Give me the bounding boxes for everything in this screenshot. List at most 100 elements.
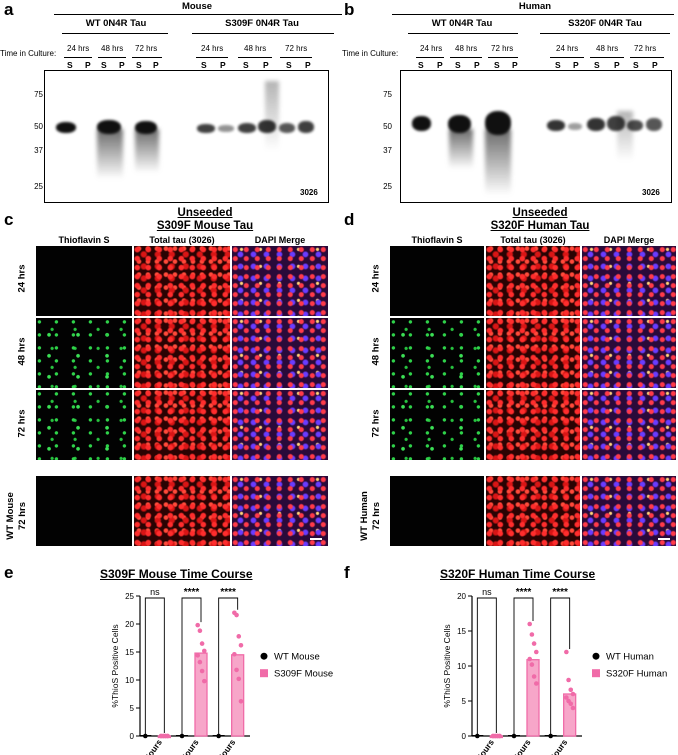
blot-a-lane-line [98, 57, 126, 58]
significance-label: **** [220, 587, 236, 598]
data-point [570, 691, 576, 697]
blot-band [646, 118, 662, 131]
blot-b-wt-line [408, 33, 518, 34]
micrograph-thios [390, 476, 484, 546]
significance-label: **** [552, 587, 568, 598]
data-point-wt [511, 733, 517, 739]
blot-a-lane: S [286, 60, 292, 70]
micrograph-dapi-merge [232, 246, 328, 316]
blot-band [197, 124, 215, 133]
blot-smear [449, 129, 473, 169]
panel-label-e: e [4, 563, 14, 582]
blot-band [56, 122, 76, 133]
legend-marker-wt [260, 652, 268, 660]
data-point [531, 674, 537, 679]
row-label: 48 hrs [16, 337, 28, 366]
y-tick-label: 25 [125, 592, 134, 601]
panel-label-d: d [344, 210, 355, 229]
data-point [570, 705, 576, 711]
legend-label: WT Human [606, 652, 654, 663]
blot-b-lane-line [416, 57, 444, 58]
column-header: Total tau (3026) [500, 235, 566, 245]
micrograph-total-tau [486, 318, 580, 388]
bar-mutant [231, 654, 245, 737]
blot-b-lane: P [512, 60, 518, 70]
significance-label: ns [482, 587, 492, 597]
blot-b-lane: S [633, 60, 639, 70]
y-tick-label: 15 [457, 627, 466, 636]
scale-bar [310, 538, 322, 540]
blot-b-lane: S [594, 60, 600, 70]
blot-a-time: 72 hrs [135, 44, 158, 53]
panel-label-a: a [4, 0, 14, 19]
data-point-wt [143, 733, 148, 739]
column-header: Thioflavin S [58, 235, 110, 245]
blot-band [238, 123, 256, 133]
micrograph-thios [36, 476, 132, 546]
data-point-wt [216, 733, 221, 739]
mw-marker: 37 [34, 146, 43, 155]
antibody-label: 3026 [300, 188, 318, 197]
y-tick-label: 10 [125, 676, 134, 685]
column-header: DAPI Merge [603, 235, 655, 245]
row-label: 24 hrs [16, 264, 28, 293]
legend-marker-mutant [260, 669, 268, 678]
western-blot-b: 3026 [400, 70, 672, 203]
data-point [199, 641, 205, 646]
significance-label: ns [150, 587, 160, 597]
legend-label: S320F Human [606, 669, 667, 680]
y-tick-label: 0 [130, 732, 135, 741]
blot-b-species: Human [518, 1, 552, 12]
legend-marker-mutant [592, 669, 600, 678]
significance-label: **** [516, 587, 532, 598]
blot-band [568, 123, 582, 130]
legend-marker-wt [592, 652, 600, 660]
significance-label: **** [184, 587, 200, 598]
micrograph-total-tau [134, 318, 230, 388]
data-point [497, 733, 502, 739]
data-point [234, 667, 239, 673]
blot-b-lane: S [455, 60, 461, 70]
blot-band [627, 120, 643, 131]
legend-label: WT Mouse [274, 652, 320, 663]
x-tick-label: 48 Hours [504, 737, 533, 755]
y-tick-label: 0 [462, 732, 467, 741]
blot-a-time: 24 hrs [201, 44, 224, 53]
blot-a-lane: S [243, 60, 249, 70]
blot-a-lane: P [153, 60, 159, 70]
blot-a-time: 48 hrs [244, 44, 267, 53]
y-tick-label: 15 [125, 648, 134, 657]
data-point [236, 676, 242, 682]
blot-b-time-label: Time in Culture: [342, 49, 399, 58]
bar-mutant [526, 659, 540, 737]
column-header: Thioflavin S [411, 235, 463, 245]
mw-marker: 75 [34, 90, 43, 99]
blot-a-time-label: Time in Culture: [0, 49, 57, 58]
blot-band [135, 121, 157, 134]
micrograph-dapi-merge [582, 318, 676, 388]
blot-a-lane-line [238, 57, 272, 58]
x-tick-label: 24 Hours [467, 737, 496, 755]
mw-marker: 50 [34, 122, 43, 131]
data-point [564, 649, 569, 655]
blot-b-lane-line [450, 57, 482, 58]
blot-a-wt-line [62, 33, 168, 34]
data-point-wt [475, 733, 480, 739]
data-point [238, 698, 244, 704]
x-tick-label: 72 Hours [208, 737, 237, 755]
data-point [232, 651, 237, 657]
blot-a-lane: S [67, 60, 73, 70]
data-point [234, 612, 239, 618]
chart-f: 0 5 10 15 20 %ThioS Positive Cells ns 24 Hours *… [442, 587, 667, 755]
micrograph-thios [36, 246, 132, 316]
data-point [534, 649, 539, 655]
x-tick-label: 24 Hours [135, 737, 164, 755]
blot-band [218, 125, 234, 132]
row-label: 72 hrs [370, 409, 382, 438]
row-label-wt-line2: 72 hrs [371, 502, 382, 530]
micrograph-thios [36, 318, 132, 388]
y-axis-title: %ThioS Positive Cells [442, 624, 452, 707]
row-label: 72 hrs [16, 409, 28, 438]
blot-b-lane: S [418, 60, 424, 70]
micrograph-dapi-merge [582, 476, 676, 546]
